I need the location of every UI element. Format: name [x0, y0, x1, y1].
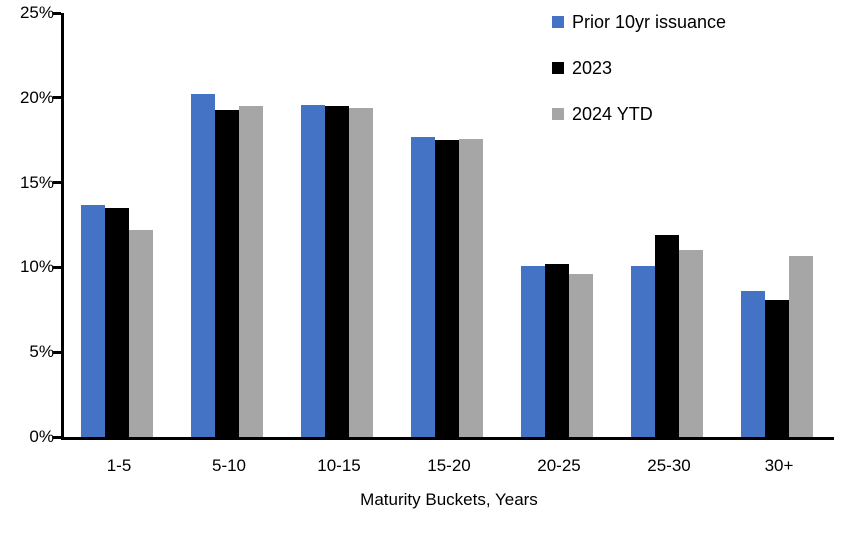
x-category-label: 1-5 — [106, 456, 132, 475]
legend-label: 2023 — [572, 57, 613, 78]
y-axis-tick — [53, 350, 61, 354]
legend-label: Prior 10yr issuance — [572, 11, 727, 32]
bar — [459, 138, 483, 437]
y-axis-tick — [53, 181, 61, 185]
bar — [765, 299, 789, 437]
bar — [435, 140, 459, 437]
bar — [679, 250, 703, 437]
bar — [789, 255, 813, 437]
bar — [545, 264, 569, 437]
legend-item: Prior 10yr issuance — [552, 12, 726, 32]
y-tick-label: 15% — [19, 172, 54, 192]
y-tick-label: 0% — [29, 427, 54, 446]
bar — [521, 265, 545, 437]
bar — [655, 235, 679, 437]
y-axis-tick — [53, 11, 61, 15]
bar — [631, 265, 655, 437]
x-category-label: 25-30 — [647, 456, 691, 475]
x-category-label: 30+ — [764, 456, 794, 475]
bar — [215, 109, 239, 437]
bar — [411, 136, 435, 437]
bar — [105, 208, 129, 437]
legend-marker — [552, 108, 564, 120]
x-category-label: 15-20 — [427, 456, 471, 475]
plot-area — [53, 11, 834, 440]
bar — [191, 94, 215, 437]
x-axis-title: Maturity Buckets, Years — [360, 490, 538, 509]
y-tick-label: 20% — [19, 87, 54, 107]
legend-item: 2024 YTD — [552, 104, 726, 124]
legend-item: 2023 — [552, 58, 726, 78]
x-axis-line — [61, 437, 834, 440]
bar — [301, 104, 325, 437]
y-tick-label: 25% — [19, 3, 54, 22]
y-axis-tick — [53, 265, 61, 269]
bar — [239, 106, 263, 437]
bar — [569, 274, 593, 437]
legend: Prior 10yr issuance 2023 2024 YTD — [552, 12, 726, 150]
y-axis-tick — [53, 435, 61, 439]
y-axis-line — [61, 13, 64, 440]
x-category-label: 20-25 — [537, 456, 581, 475]
bar — [349, 107, 373, 437]
y-axis-tick — [53, 96, 61, 100]
legend-marker — [552, 16, 564, 28]
bar — [129, 230, 153, 437]
x-category-label: 10-15 — [317, 456, 361, 475]
bar — [741, 291, 765, 437]
bar — [81, 204, 105, 437]
bar — [325, 106, 349, 437]
x-category-label: 5-10 — [211, 456, 247, 475]
y-tick-label: 10% — [19, 257, 54, 277]
legend-label: 2024 YTD — [572, 103, 653, 124]
y-tick-label: 5% — [29, 342, 54, 362]
legend-marker — [552, 62, 564, 74]
